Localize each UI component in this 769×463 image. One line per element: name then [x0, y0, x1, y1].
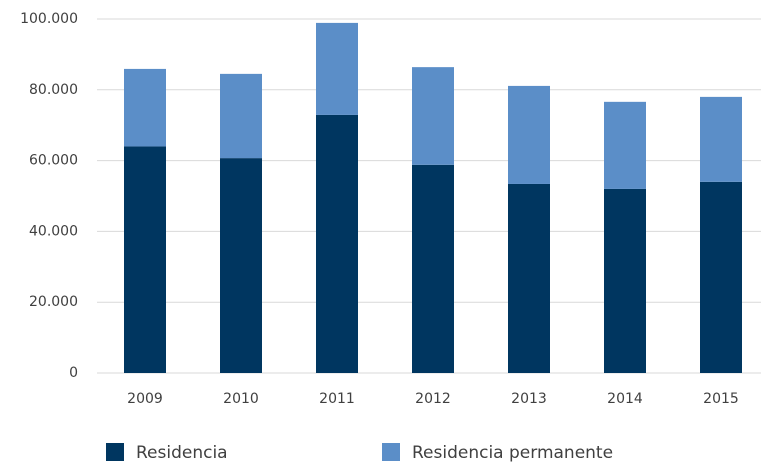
y-tick-label: 100.000 — [20, 11, 78, 27]
legend-swatch — [382, 443, 400, 461]
y-tick-label: 60.000 — [29, 153, 78, 169]
x-tick-label: 2012 — [415, 391, 451, 407]
bar-segment — [412, 67, 454, 165]
bar-segment — [124, 146, 166, 373]
bar-segment — [700, 181, 742, 373]
x-tick-label: 2014 — [607, 391, 643, 407]
x-tick-label: 2010 — [223, 391, 259, 407]
y-tick-label: 20.000 — [29, 294, 78, 310]
x-tick-label: 2009 — [127, 391, 163, 407]
x-tick-label: 2013 — [511, 391, 547, 407]
bar-segment — [508, 183, 550, 373]
legend-label: Residencia permanente — [412, 443, 613, 463]
y-tick-label: 0 — [69, 365, 78, 381]
bar-segment — [316, 22, 358, 115]
legend-label: Residencia — [136, 443, 228, 463]
x-tick-label: 2011 — [319, 391, 355, 407]
bar-segment — [316, 114, 358, 374]
bar-segment — [412, 164, 454, 373]
bar-segment — [700, 96, 742, 182]
bar-segment — [124, 68, 166, 147]
bar-segment — [220, 158, 262, 373]
legend-swatch — [106, 443, 124, 461]
y-tick-label: 80.000 — [29, 82, 78, 98]
y-tick-label: 40.000 — [29, 223, 78, 239]
bar-segment — [604, 101, 646, 189]
x-tick-label: 2015 — [703, 391, 739, 407]
bar-segment — [508, 85, 550, 184]
bar-segment — [604, 188, 646, 373]
bar-segment — [220, 73, 262, 159]
